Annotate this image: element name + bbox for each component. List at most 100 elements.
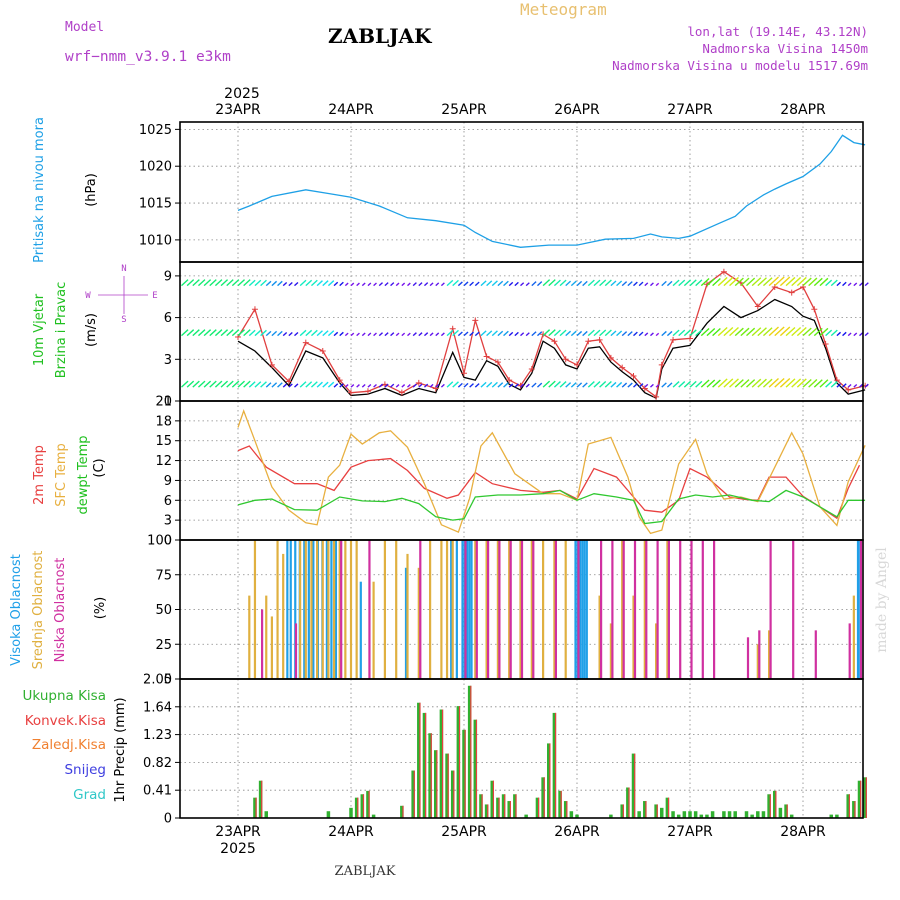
precip-bar (660, 807, 664, 818)
wind-title: 10m Vjetar (32, 293, 47, 366)
wind-barb (819, 379, 829, 388)
precip-bar-convective (425, 712, 427, 818)
wind-barb (853, 282, 858, 287)
wind-barb (655, 332, 660, 337)
wind-barb (463, 331, 469, 337)
y-tick-label: 75 (155, 568, 172, 583)
wind-barb (791, 378, 802, 388)
compass-n: N (121, 264, 126, 274)
precip-bar (852, 801, 856, 818)
wind-barb (531, 281, 537, 287)
wind-barb (197, 380, 206, 388)
wind-barb (627, 281, 633, 287)
wind-barb (661, 280, 667, 287)
cloud-bar (450, 540, 453, 679)
cloud-bar (848, 623, 851, 679)
wind-barb (712, 379, 721, 388)
wind-barb (288, 331, 293, 337)
cloud-bar (289, 540, 292, 679)
wind-barb (751, 277, 762, 287)
temperature-2m-temp-line (237, 445, 861, 520)
wind-barb (785, 326, 796, 337)
precip-bar-convective (492, 780, 494, 818)
precip-bar (778, 807, 783, 818)
gust-marker (483, 353, 490, 360)
precip-bar (349, 807, 353, 818)
wind-barb (418, 383, 423, 388)
wind-barb (260, 329, 267, 337)
precip-bar (620, 804, 624, 818)
wind-barb (689, 329, 697, 337)
wind-barb (305, 279, 313, 287)
bottom-day-label: 23APR (215, 824, 261, 840)
wind-barb (390, 282, 395, 287)
wind-barb (418, 282, 423, 287)
precip-bar-convective (775, 790, 777, 818)
wind-barb (559, 329, 567, 337)
wind-barb (531, 382, 537, 388)
wind-barb (633, 281, 638, 287)
cloud-bar (440, 540, 443, 679)
y-tick-label: 18 (155, 414, 172, 429)
wind-barb (344, 332, 349, 337)
precip-bar-convective (481, 794, 483, 818)
cloud-bar (349, 540, 353, 679)
precip-bar-convective (357, 797, 359, 818)
wind-barb (847, 332, 852, 337)
precip-bar (535, 797, 540, 818)
wind-barb (373, 282, 377, 287)
cloud-bar (622, 540, 625, 679)
y-tick-label: 0 (164, 812, 172, 827)
wind-barb (265, 280, 272, 287)
precip-bar-convective (402, 805, 404, 818)
wind-barb (474, 383, 480, 388)
wind-barb (327, 381, 335, 388)
wind-barb (514, 281, 519, 287)
gust-marker (494, 359, 501, 366)
y-tick-label: 1.23 (143, 728, 172, 743)
wind-barb (333, 383, 339, 388)
bottom-year-label: 2025 (220, 841, 256, 857)
wind-barb (740, 327, 750, 337)
wind-barb (842, 331, 847, 337)
gust-marker (687, 335, 693, 342)
wind-barb (785, 276, 796, 287)
wind-barb (610, 330, 617, 337)
cloud-bar (852, 595, 855, 679)
wind-barb (497, 280, 504, 287)
precip-bar-convective (860, 780, 862, 818)
cloud-bar (294, 623, 298, 679)
wind-barb (695, 329, 703, 337)
cloud-bar (508, 540, 511, 679)
precip-bar (507, 801, 511, 818)
wind-barb (243, 380, 251, 388)
wind-barb (842, 383, 847, 388)
cloud-bar (332, 540, 336, 679)
y-tick-label: 1025 (139, 123, 172, 138)
precip-bar (326, 811, 331, 818)
wind-barb (288, 281, 293, 287)
cloud-bar (334, 540, 338, 679)
top-day-label: 25APR (441, 102, 487, 118)
wind-barb (678, 329, 686, 337)
cloud-bar (577, 540, 580, 679)
cloud-bar (519, 540, 522, 679)
wind-barb (610, 280, 617, 287)
wind-barb (666, 382, 673, 388)
precip-bar (462, 729, 466, 818)
cloud-bar (679, 540, 682, 679)
precip-bar-convective (368, 790, 370, 818)
wind-barb (864, 282, 869, 287)
gust-marker (415, 379, 422, 386)
wind-barb (299, 279, 307, 287)
wind-barb (231, 279, 240, 287)
wind-barb (649, 332, 654, 337)
cloud-bar (470, 540, 473, 679)
wind-barb (356, 282, 360, 287)
cloud-bar (299, 540, 302, 679)
precip-bar (501, 794, 506, 818)
y-tick-label: 3 (164, 353, 172, 368)
precip-bar (626, 787, 630, 818)
wind-barb (548, 279, 556, 287)
wind-barb (186, 329, 195, 337)
